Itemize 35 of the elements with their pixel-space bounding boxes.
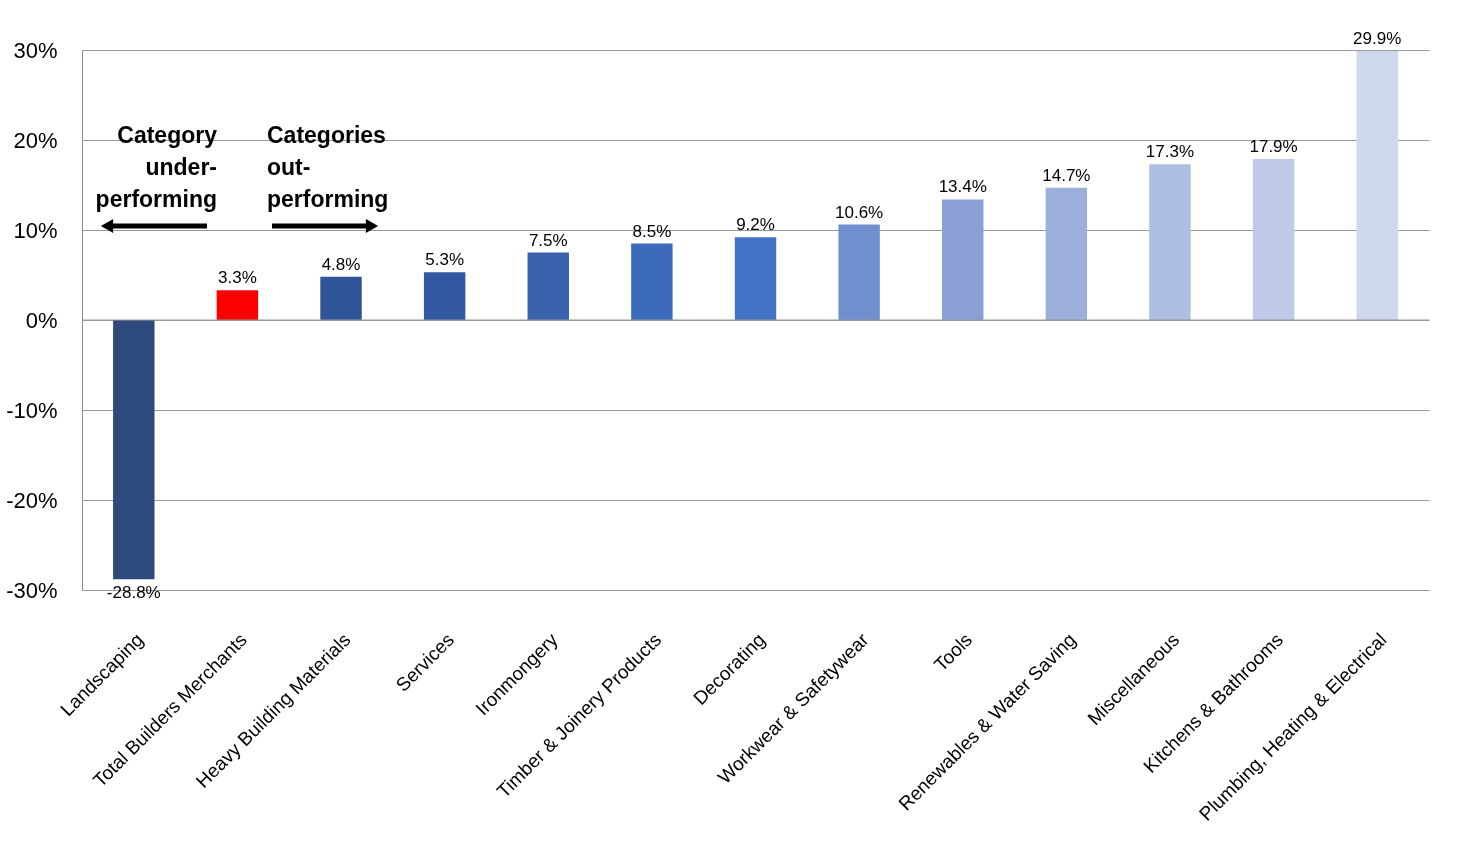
data-label: 4.8%: [321, 254, 361, 274]
annotation: Categories out-performing: [267, 122, 389, 212]
y-tick-label: -30%: [6, 577, 58, 603]
data-label: 10.6%: [835, 202, 884, 222]
annotation: Category under-performing: [95, 122, 218, 212]
bar: [527, 252, 569, 320]
data-label: 8.5%: [632, 221, 672, 241]
data-label: 17.9%: [1249, 136, 1298, 156]
data-label: 13.4%: [938, 177, 987, 197]
data-label: 17.3%: [1145, 142, 1195, 162]
bar: [216, 290, 259, 320]
bar: [1356, 50, 1398, 320]
bar: [1149, 164, 1191, 320]
bar: [631, 243, 673, 320]
bar: [113, 320, 155, 580]
data-label: 7.5%: [528, 230, 568, 250]
data-label: 3.3%: [218, 268, 257, 288]
data-label: 14.7%: [1042, 165, 1091, 185]
bar: [423, 272, 466, 320]
bar: [1252, 158, 1295, 320]
bar: [1045, 187, 1088, 320]
bar: [320, 276, 362, 320]
y-tick-label: -10%: [6, 397, 58, 423]
data-label: 5.3%: [425, 250, 465, 270]
data-label: 29.9%: [1353, 28, 1402, 48]
bar: [942, 199, 984, 320]
y-tick-label: 30%: [13, 37, 58, 63]
bar: [838, 224, 880, 320]
bar: [734, 237, 777, 320]
y-tick-label: 10%: [13, 217, 58, 243]
data-label: -28.8%: [106, 583, 161, 603]
data-label: 9.2%: [736, 215, 775, 235]
y-tick-label: 0%: [25, 307, 58, 333]
y-tick-label: 20%: [13, 127, 58, 153]
y-tick-label: -20%: [6, 487, 58, 513]
